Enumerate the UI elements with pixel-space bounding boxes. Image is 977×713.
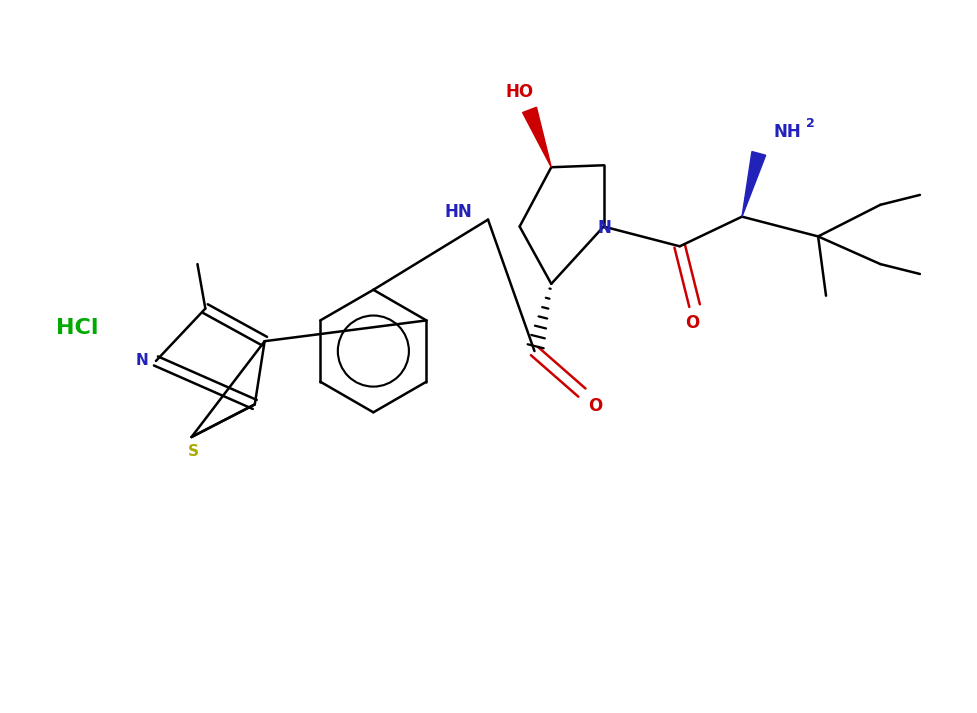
Text: N: N	[136, 354, 149, 369]
Polygon shape	[742, 152, 765, 217]
Text: 2: 2	[805, 117, 814, 130]
Text: O: O	[685, 314, 699, 332]
Text: NH: NH	[773, 123, 800, 140]
Text: O: O	[588, 397, 602, 416]
Text: HCl: HCl	[56, 318, 98, 339]
Text: HN: HN	[444, 202, 472, 221]
Text: HO: HO	[505, 83, 533, 101]
Polygon shape	[522, 107, 551, 168]
Text: S: S	[188, 444, 198, 459]
Text: N: N	[597, 218, 611, 237]
